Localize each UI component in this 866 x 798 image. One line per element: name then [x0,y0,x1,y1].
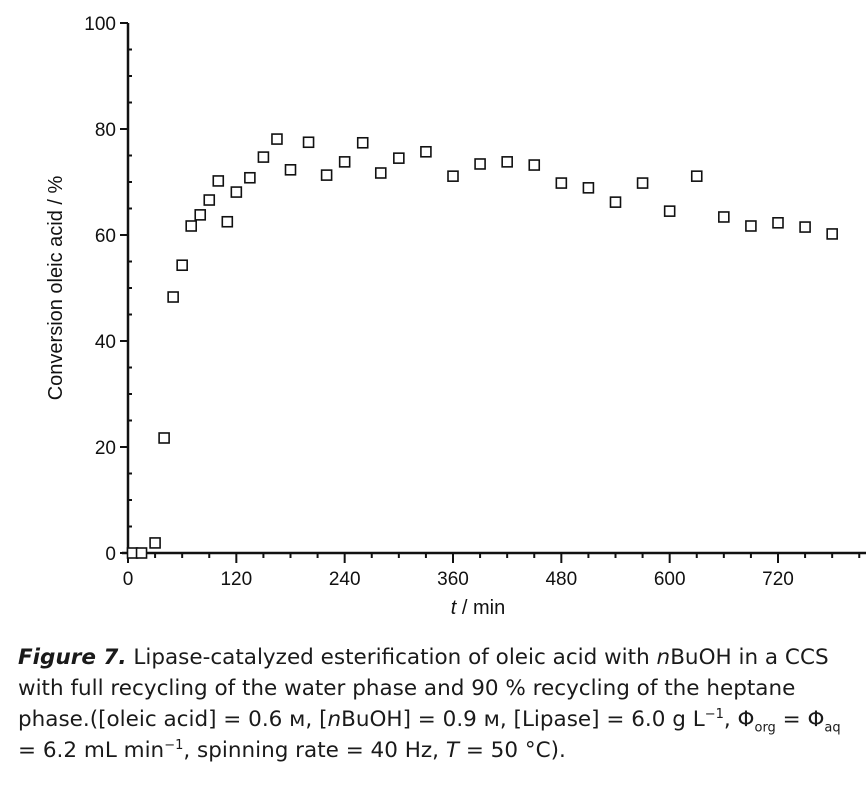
y-tick-label: 20 [95,438,116,459]
x-tick-label: 720 [762,569,794,590]
caption-text: , spinning rate = 40 Hz, [183,738,446,763]
data-point [167,291,179,303]
data-point [302,136,315,149]
y-tick-label: 60 [95,226,116,247]
data-point [582,182,595,194]
caption-sup: −1 [164,737,184,753]
x-tick-label: 120 [220,569,252,590]
data-point [185,220,197,232]
data-point [244,171,256,184]
data-point [284,164,297,176]
caption-sub: org [754,720,776,736]
y-tick-label: 40 [95,332,116,353]
caption-n: n [327,707,342,732]
caption-text: BuOH in a CCS with full recycling of the… [18,645,829,732]
caption-text: = Φ [775,707,825,732]
data-point [320,169,333,181]
figure-caption: Figure 7. Lipase-catalyzed esterificatio… [18,642,858,766]
data-point [374,167,387,179]
axes: 0 20 40 60 80 100 0 120 240 360 480 600 720 [84,14,866,590]
data-point [257,151,270,163]
data-point [393,152,405,164]
data-point [420,145,432,158]
data-point [772,217,784,229]
data-point [271,133,283,145]
data-point [474,158,486,170]
data-point [528,159,541,171]
caption-sup: −1 [704,706,724,722]
data-point [447,170,459,182]
data-point [149,537,161,549]
data-points [126,133,838,559]
data-point [203,194,216,206]
y-axis-title: Conversion oleic acid / % [45,176,67,401]
caption-text: , Φ [723,707,755,732]
data-point [609,196,622,208]
data-point [690,170,703,182]
data-point [826,228,838,240]
data-point [221,215,234,228]
x-tick-label: 480 [545,569,577,590]
data-point [501,156,513,168]
caption-text: = 6.2 mL min [18,738,165,763]
x-tick-label: 0 [123,569,134,590]
x-tick-label: 360 [437,569,469,590]
data-point [799,221,811,233]
caption-sub: aq [824,720,841,736]
caption-n: n [656,645,671,670]
data-point [194,209,207,221]
data-point [636,177,649,189]
caption-text: BuOH] = 0.9 м, [Lipase] = 6.0 g L [341,707,705,732]
data-point [663,205,676,217]
caption-text: Lipase-catalyzed esterification of oleic… [126,645,657,670]
data-point [230,186,243,198]
caption-text: = 50 °C). [459,738,566,763]
caption-T: T [445,738,459,763]
data-point [176,259,188,272]
data-point [212,175,225,187]
data-point [135,547,148,559]
data-point [555,177,568,189]
figure-label: Figure 7. [18,645,127,670]
x-tick-label: 600 [654,569,686,590]
data-point [158,432,170,444]
y-tick-label: 0 [105,544,116,565]
x-tick-label: 240 [329,569,361,590]
data-point [745,220,757,232]
y-tick-label: 100 [84,14,116,35]
data-point [356,136,369,149]
data-point [338,156,351,168]
data-point [718,211,730,223]
x-axis-title: t / min [451,597,505,619]
y-tick-label: 80 [95,120,116,141]
